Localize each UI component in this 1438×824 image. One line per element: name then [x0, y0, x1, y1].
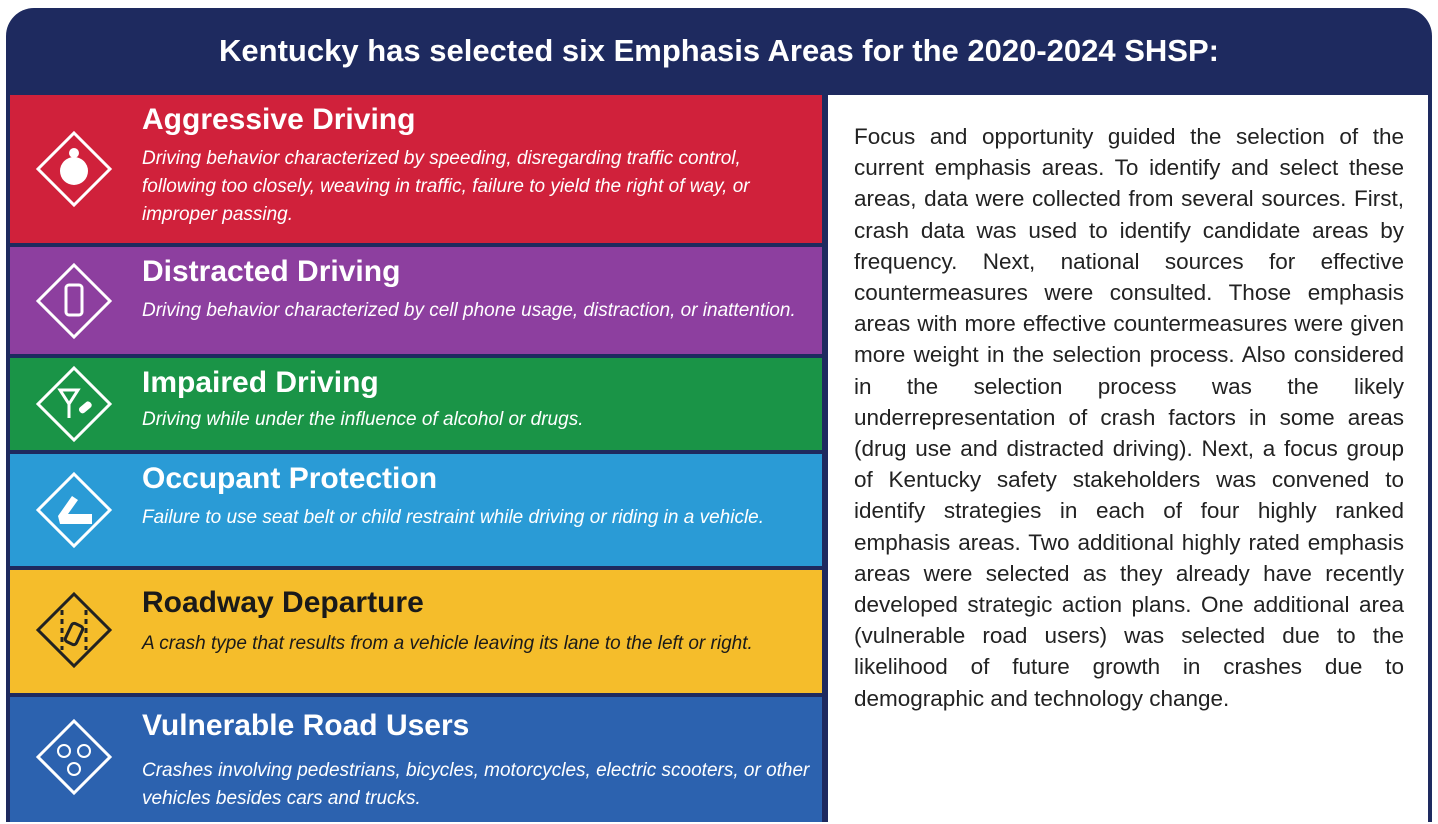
area-title: Occupant Protection — [142, 462, 438, 495]
icon — [35, 365, 113, 443]
icon — [35, 718, 113, 796]
area-description: Driving while under the influence of alc… — [142, 409, 584, 430]
area-title: Roadway Departure — [142, 586, 424, 619]
area-title: Distracted Driving — [142, 255, 401, 288]
infographic: Kentucky has selected six Emphasis Areas… — [6, 8, 1432, 822]
area-row: Distracted Driving Driving behavior char… — [10, 247, 822, 354]
icon — [35, 262, 113, 340]
area-title: Vulnerable Road Users — [142, 709, 470, 742]
area-row: Occupant Protection Failure to use seat … — [10, 454, 822, 566]
header-title: Kentucky has selected six Emphasis Areas… — [219, 33, 1219, 68]
area-row: Aggressive Driving Driving behavior char… — [10, 95, 822, 243]
area-row: Vulnerable Road Users Crashes involving … — [10, 697, 822, 822]
area-title: Impaired Driving — [142, 366, 379, 399]
area-description: Failure to use seat belt or child restra… — [142, 507, 765, 528]
area-description: Crashes involving pedestrians, bicycles,… — [142, 760, 810, 809]
area-description: Driving behavior characterized by speedi… — [142, 148, 750, 225]
area-title: Aggressive Driving — [142, 103, 416, 136]
icon — [35, 471, 113, 549]
area-row: Impaired Driving Driving while under the… — [10, 358, 822, 450]
body-text: Focus and opportunity guided the selecti… — [854, 124, 1404, 711]
area-description: Driving behavior characterized by cell p… — [142, 300, 796, 321]
icon — [35, 591, 113, 669]
text-panel: Focus and opportunity guided the selecti… — [828, 95, 1428, 822]
area-row: Roadway Departure A crash type that resu… — [10, 570, 822, 693]
area-description: A crash type that results from a vehicle… — [142, 633, 753, 654]
icon — [35, 130, 113, 208]
